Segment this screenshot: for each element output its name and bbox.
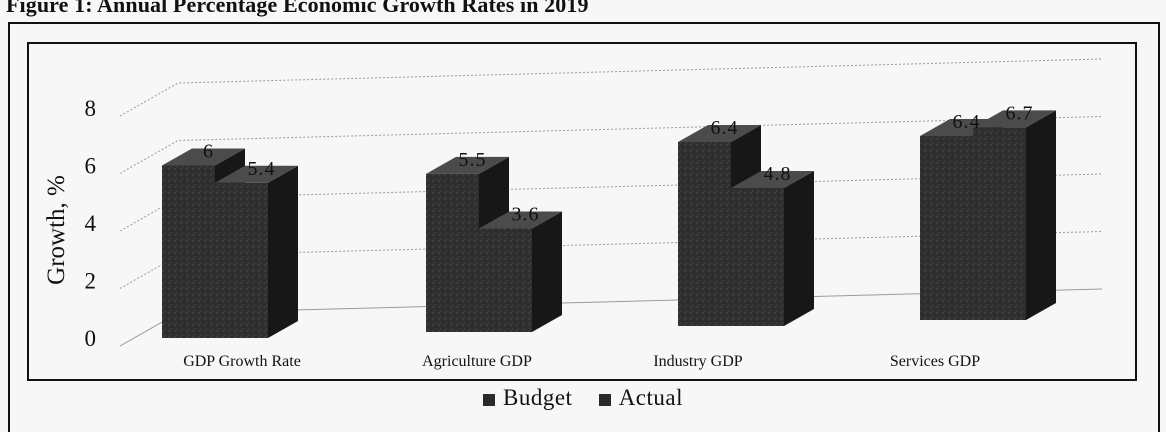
bar-side-face xyxy=(784,171,814,326)
figure-title: Figure 1: Annual Percentage Economic Gro… xyxy=(6,0,589,17)
bar-top-face xyxy=(973,110,1056,128)
axis-labels: 0 2 4 6 8 Growth, % GDP Growth Rate Agriculture… xyxy=(43,96,980,370)
y-axis-label: Growth, % xyxy=(43,175,70,285)
x-tick-label: Agriculture GDP xyxy=(422,353,532,370)
bar-top-face xyxy=(162,148,245,166)
bar-top-face xyxy=(479,211,562,229)
growth-bar-chart: 0 2 4 6 8 Growth, % GDP Growth Rate Agriculture… xyxy=(43,58,1103,370)
bar-front-face xyxy=(920,136,973,320)
data-label-budget: 6 xyxy=(203,141,214,163)
data-label-budget: 6.4 xyxy=(711,117,739,139)
bar-actual-0 xyxy=(215,165,298,338)
legend-label-actual: Actual xyxy=(618,385,683,410)
bar-side-face xyxy=(532,211,562,332)
x-tick-label: Services GDP xyxy=(890,353,980,370)
bar-actual-2 xyxy=(731,171,814,326)
bar-front-face xyxy=(973,127,1026,320)
bar-side-face xyxy=(268,165,298,338)
y-tick-label: 4 xyxy=(85,211,97,236)
y-tick-label: 8 xyxy=(85,96,97,121)
legend: Budget Actual xyxy=(0,384,1166,411)
legend-swatch-budget xyxy=(482,394,495,406)
legend-item-budget: Budget xyxy=(482,385,573,411)
bar-actual-3 xyxy=(973,110,1056,320)
bar-front-face xyxy=(479,228,532,332)
x-tick-label: Industry GDP xyxy=(653,353,742,370)
bar-front-face xyxy=(426,173,479,332)
x-tick-label: GDP Growth Rate xyxy=(183,353,301,370)
plot-frame xyxy=(27,42,1137,381)
grid-line-8 xyxy=(119,58,1103,117)
data-label-actual: 4.8 xyxy=(764,163,792,185)
bar-top-face xyxy=(731,171,814,188)
legend-swatch-actual xyxy=(598,394,611,406)
legend-label-budget: Budget xyxy=(502,385,573,410)
bar-top-face xyxy=(215,165,298,183)
data-label-budget: 5.5 xyxy=(459,149,487,171)
bars xyxy=(162,110,1056,338)
data-labels: 6 5.4 5.5 3.6 6.4 4.8 6.4 6.7 xyxy=(203,102,1034,226)
figure-outer-frame xyxy=(8,22,1160,432)
data-label-actual: 6.7 xyxy=(1006,102,1034,124)
bar-front-face xyxy=(731,188,784,326)
data-label-actual: 3.6 xyxy=(512,204,540,226)
bar-front-face xyxy=(678,142,731,326)
data-label-budget: 6.4 xyxy=(953,111,981,133)
y-tick-label: 6 xyxy=(85,154,97,179)
bar-top-face xyxy=(678,125,761,142)
bar-front-face xyxy=(215,182,268,338)
y-tick-label: 2 xyxy=(85,269,97,294)
bar-front-face xyxy=(162,165,215,338)
bar-actual-1 xyxy=(479,211,562,332)
y-tick-label: 0 xyxy=(85,326,97,351)
bar-top-face xyxy=(426,156,509,174)
data-label-actual: 5.4 xyxy=(248,158,276,180)
legend-item-actual: Actual xyxy=(598,385,683,411)
bar-side-face xyxy=(1026,110,1056,320)
